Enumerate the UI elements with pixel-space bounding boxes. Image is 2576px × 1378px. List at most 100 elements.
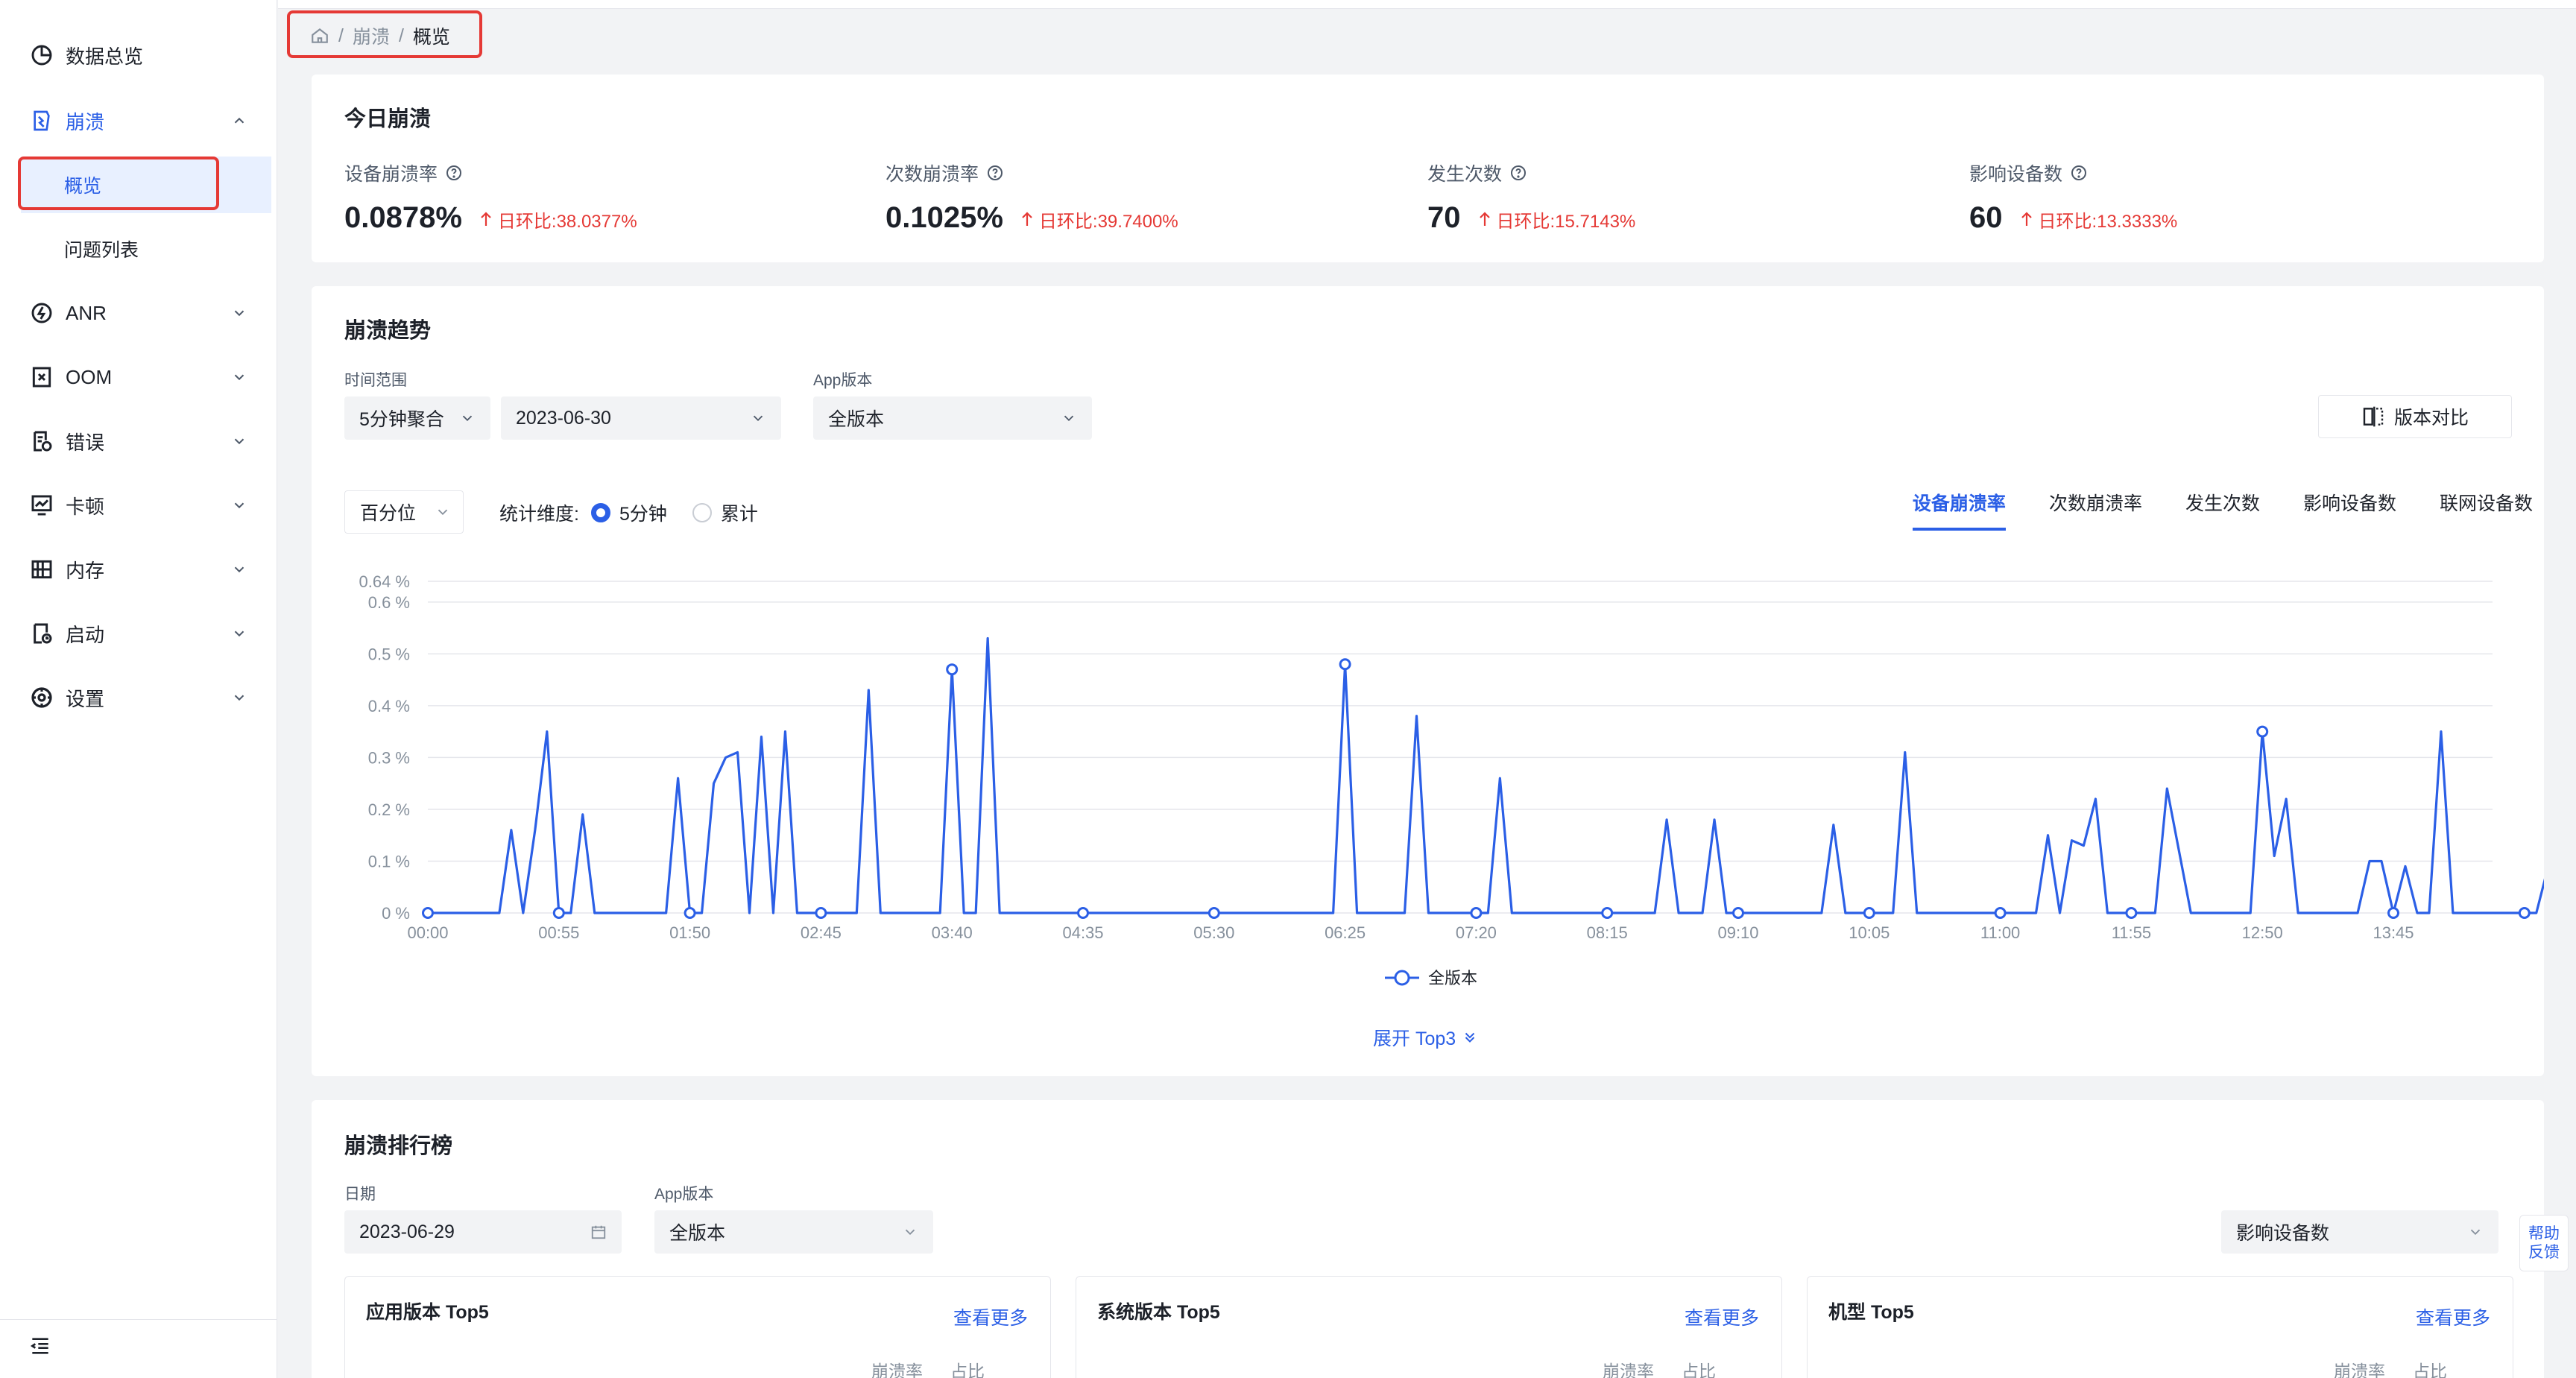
ranking-app-version-select[interactable]: 全版本	[654, 1210, 933, 1254]
metric-change: 日环比:38.0377%	[497, 211, 637, 232]
sidebar-item-memory[interactable]: 内存	[0, 546, 277, 593]
metric-change: 日环比:39.7400%	[1038, 211, 1178, 232]
double-chevron-down-icon	[1465, 1032, 1475, 1043]
crash-icon	[34, 110, 50, 131]
tab-online-devices[interactable]: 联网设备数	[2439, 493, 2533, 514]
x-tick-label: 09:10	[1717, 923, 1758, 942]
subcard-title: 系统版本 Top5	[1097, 1302, 1220, 1323]
y-tick-label: 0.2 %	[368, 800, 410, 819]
metric-label: 次数崩溃率	[886, 164, 979, 185]
question-icon[interactable]	[986, 164, 1004, 182]
data-point	[2256, 725, 2269, 738]
metric-tabs: 设备崩溃率 次数崩溃率 发生次数 影响设备数 联网设备数	[1912, 489, 2533, 531]
series-line	[428, 636, 2544, 914]
data-point	[552, 907, 565, 919]
aggregation-select[interactable]: 5分钟聚合	[344, 396, 490, 440]
ranking-date-picker[interactable]: 2023-06-29	[344, 1210, 622, 1254]
radio-cumulative[interactable]: 累计	[692, 499, 758, 526]
ranking-date-label: 日期	[344, 1186, 376, 1203]
tab-occurrences[interactable]: 发生次数	[2185, 493, 2260, 514]
help-label: 帮助	[2528, 1224, 2560, 1242]
breadcrumb-crash[interactable]: 崩溃	[352, 27, 390, 48]
chevron-down-icon	[753, 415, 763, 422]
x-tick-label: 01:50	[669, 923, 710, 942]
column-header: 崩溃率	[871, 1362, 923, 1378]
column-header: 崩溃率	[2334, 1362, 2385, 1378]
launch-icon	[34, 623, 52, 644]
metric-label: 发生次数	[1427, 164, 1503, 185]
data-point	[2518, 907, 2531, 919]
question-icon[interactable]	[2070, 164, 2088, 182]
sidebar-item-crash-overview[interactable]: 概览	[21, 157, 271, 213]
sidebar-item-launch[interactable]: 启动	[0, 610, 277, 657]
tab-device-crash-rate[interactable]: 设备崩溃率	[1912, 489, 2006, 531]
tab-affected-devices[interactable]: 影响设备数	[2302, 493, 2396, 514]
sidebar-item-oom[interactable]: OOM	[0, 353, 277, 401]
select-value: 百分位	[360, 503, 417, 524]
y-tick-label: 0.1 %	[368, 852, 410, 870]
sidebar-item-anr[interactable]: ANR	[0, 289, 277, 337]
radio-checked-icon	[590, 503, 610, 522]
x-tick-label: 02:45	[801, 923, 842, 942]
calendar-icon	[591, 1225, 606, 1239]
time-range-label: 时间范围	[344, 372, 407, 389]
home-icon[interactable]	[310, 26, 329, 45]
version-compare-button[interactable]: 版本对比	[2318, 395, 2512, 438]
help-feedback-button[interactable]: 帮助 反馈	[2519, 1215, 2569, 1271]
x-tick-label: 13:45	[2373, 923, 2414, 942]
chevron-down-icon	[234, 310, 244, 317]
sidebar-item-error[interactable]: 错误	[0, 417, 277, 465]
percentile-select[interactable]: 百分位	[344, 490, 464, 534]
tab-count-crash-rate[interactable]: 次数崩溃率	[2048, 493, 2142, 514]
data-point	[422, 907, 434, 919]
oom-icon	[32, 367, 51, 388]
column-header: 崩溃率	[1603, 1362, 1654, 1378]
collapse-sidebar-icon[interactable]	[28, 1334, 52, 1358]
x-tick-label: 12:50	[2242, 923, 2283, 942]
sidebar-item-issue-list[interactable]: 问题列表	[18, 221, 271, 277]
device-model-top5-card: 机型 Top5 查看更多 崩溃率 占比	[1807, 1276, 2513, 1378]
sidebar-item-label: OOM	[66, 365, 113, 388]
ranking-app-version-label: App版本	[654, 1186, 714, 1203]
x-tick-label: 11:55	[2112, 923, 2151, 942]
arrow-up-icon	[2021, 212, 2032, 226]
app-version-select[interactable]: 全版本	[813, 396, 1092, 440]
memory-icon	[31, 560, 52, 579]
sidebar-item-settings[interactable]: 设置	[0, 674, 277, 721]
view-more-link[interactable]: 查看更多	[2415, 1308, 2490, 1329]
question-icon[interactable]	[445, 164, 463, 182]
view-more-link[interactable]: 查看更多	[1684, 1308, 1759, 1329]
y-tick-label: 0.64 %	[359, 572, 411, 591]
chevron-down-icon	[234, 695, 244, 701]
x-tick-label: 00:00	[407, 923, 448, 942]
ranking-sort-select[interactable]: 影响设备数	[2221, 1210, 2498, 1254]
view-more-link[interactable]: 查看更多	[953, 1308, 1028, 1329]
sidebar-item-label: ANR	[66, 301, 107, 324]
x-tick-label: 06:25	[1325, 923, 1366, 942]
date-select[interactable]: 2023-06-30	[501, 396, 781, 440]
chevron-down-icon	[234, 502, 244, 509]
x-tick-label: 10:05	[1849, 923, 1890, 942]
sidebar-item-lag[interactable]: 卡顿	[0, 481, 277, 529]
select-value: 全版本	[828, 409, 885, 430]
subcard-title: 应用版本 Top5	[366, 1302, 489, 1323]
arrow-up-icon	[1479, 212, 1490, 226]
question-icon[interactable]	[1509, 164, 1527, 182]
card-title: 崩溃趋势	[344, 319, 432, 343]
legend-marker	[1394, 970, 1410, 986]
metric-occurrences: 发生次数 70 日环比:15.7143%	[1427, 159, 1635, 235]
card-title: 崩溃排行榜	[344, 1134, 453, 1158]
radio-5min[interactable]: 5分钟	[590, 499, 667, 526]
stat-dim-label: 统计维度:	[499, 504, 579, 525]
x-tick-label: 07:20	[1456, 923, 1497, 942]
app-version-label: App版本	[813, 372, 873, 389]
sidebar-item-crash[interactable]: 崩溃	[0, 97, 277, 145]
sidebar-item-data-overview[interactable]: 数据总览	[0, 31, 277, 79]
metric-change: 日环比:15.7143%	[1496, 211, 1636, 232]
expand-top3-link[interactable]: 展开 Top3	[1373, 1024, 1478, 1051]
chevron-down-icon	[234, 630, 244, 637]
chevron-up-icon	[234, 117, 244, 124]
legend-label: 全版本	[1428, 969, 1477, 987]
chevron-down-icon	[462, 415, 473, 422]
sidebar-item-label: 数据总览	[66, 45, 144, 68]
